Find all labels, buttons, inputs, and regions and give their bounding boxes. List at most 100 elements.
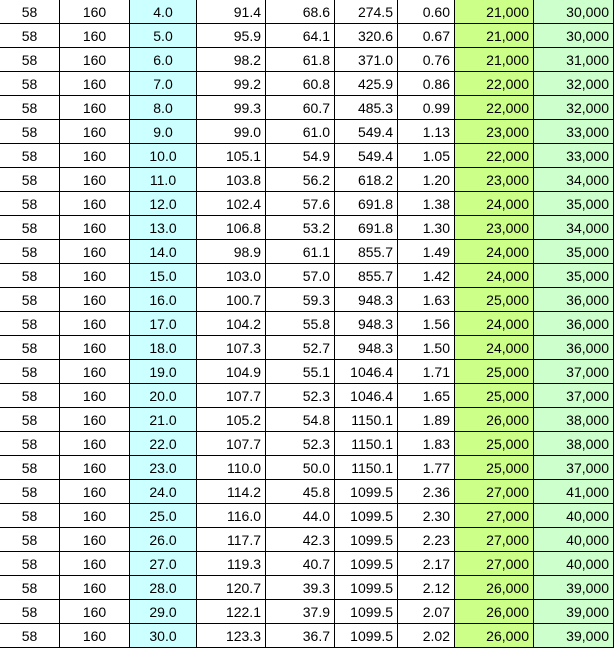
cell-col-5[interactable]: 50.0 bbox=[265, 455, 335, 480]
cell-col-2[interactable]: 160 bbox=[59, 143, 130, 168]
cell-col-6[interactable]: 1099.5 bbox=[334, 551, 398, 576]
cell-col-1[interactable]: 58 bbox=[0, 359, 60, 384]
cell-col-2[interactable]: 160 bbox=[59, 119, 130, 144]
cell-col-7[interactable]: 1.50 bbox=[397, 335, 455, 360]
cell-col-4[interactable]: 107.7 bbox=[196, 383, 266, 408]
cell-col-9[interactable]: 30,000 bbox=[533, 23, 614, 48]
cell-col-1[interactable]: 58 bbox=[0, 287, 60, 312]
cell-col-6[interactable]: 948.3 bbox=[334, 335, 398, 360]
cell-col-2[interactable]: 160 bbox=[59, 407, 130, 432]
cell-col-7[interactable]: 1.71 bbox=[397, 359, 455, 384]
cell-col-8[interactable]: 23,000 bbox=[454, 167, 534, 192]
cell-col-9[interactable]: 31,000 bbox=[533, 47, 614, 72]
cell-col-6[interactable]: 549.4 bbox=[334, 119, 398, 144]
cell-col-6[interactable]: 371.0 bbox=[334, 47, 398, 72]
cell-col-9[interactable]: 36,000 bbox=[533, 287, 614, 312]
cell-col-4[interactable]: 104.2 bbox=[196, 311, 266, 336]
cell-col-8[interactable]: 21,000 bbox=[454, 23, 534, 48]
cell-col-9[interactable]: 39,000 bbox=[533, 599, 614, 624]
cell-col-6[interactable]: 485.3 bbox=[334, 95, 398, 120]
cell-col-2[interactable]: 160 bbox=[59, 0, 130, 24]
cell-col-8[interactable]: 26,000 bbox=[454, 623, 534, 648]
cell-col-4[interactable]: 105.2 bbox=[196, 407, 266, 432]
cell-col-8[interactable]: 26,000 bbox=[454, 599, 534, 624]
cell-col-7[interactable]: 1.77 bbox=[397, 455, 455, 480]
cell-col-9[interactable]: 35,000 bbox=[533, 263, 614, 288]
cell-col-1[interactable]: 58 bbox=[0, 311, 60, 336]
cell-col-2[interactable]: 160 bbox=[59, 335, 130, 360]
cell-col-1[interactable]: 58 bbox=[0, 143, 60, 168]
cell-col-2[interactable]: 160 bbox=[59, 95, 130, 120]
cell-col-6[interactable]: 1099.5 bbox=[334, 479, 398, 504]
cell-col-5[interactable]: 55.1 bbox=[265, 359, 335, 384]
cell-col-5[interactable]: 44.0 bbox=[265, 503, 335, 528]
cell-col-8[interactable]: 27,000 bbox=[454, 527, 534, 552]
cell-col-4[interactable]: 119.3 bbox=[196, 551, 266, 576]
cell-col-6[interactable]: 274.5 bbox=[334, 0, 398, 24]
cell-col-4[interactable]: 105.1 bbox=[196, 143, 266, 168]
cell-col-4[interactable]: 117.7 bbox=[196, 527, 266, 552]
cell-col-9[interactable]: 41,000 bbox=[533, 479, 614, 504]
cell-col-4[interactable]: 99.0 bbox=[196, 119, 266, 144]
cell-col-6[interactable]: 1099.5 bbox=[334, 623, 398, 648]
cell-col-8[interactable]: 21,000 bbox=[454, 47, 534, 72]
cell-col-7[interactable]: 1.20 bbox=[397, 167, 455, 192]
cell-col-6[interactable]: 1150.1 bbox=[334, 431, 398, 456]
cell-col-2[interactable]: 160 bbox=[59, 239, 130, 264]
cell-col-8[interactable]: 27,000 bbox=[454, 503, 534, 528]
cell-col-3[interactable]: 27.0 bbox=[129, 551, 197, 576]
cell-col-1[interactable]: 58 bbox=[0, 527, 60, 552]
cell-col-3[interactable]: 16.0 bbox=[129, 287, 197, 312]
cell-col-7[interactable]: 1.05 bbox=[397, 143, 455, 168]
cell-col-6[interactable]: 1099.5 bbox=[334, 503, 398, 528]
cell-col-5[interactable]: 68.6 bbox=[265, 0, 335, 24]
cell-col-4[interactable]: 99.3 bbox=[196, 95, 266, 120]
cell-col-1[interactable]: 58 bbox=[0, 95, 60, 120]
cell-col-6[interactable]: 618.2 bbox=[334, 167, 398, 192]
cell-col-9[interactable]: 34,000 bbox=[533, 167, 614, 192]
cell-col-1[interactable]: 58 bbox=[0, 239, 60, 264]
cell-col-1[interactable]: 58 bbox=[0, 407, 60, 432]
cell-col-8[interactable]: 22,000 bbox=[454, 71, 534, 96]
cell-col-3[interactable]: 11.0 bbox=[129, 167, 197, 192]
cell-col-9[interactable]: 34,000 bbox=[533, 215, 614, 240]
cell-col-7[interactable]: 0.99 bbox=[397, 95, 455, 120]
cell-col-6[interactable]: 1099.5 bbox=[334, 575, 398, 600]
cell-col-9[interactable]: 37,000 bbox=[533, 383, 614, 408]
cell-col-3[interactable]: 30.0 bbox=[129, 623, 197, 648]
cell-col-8[interactable]: 22,000 bbox=[454, 143, 534, 168]
cell-col-3[interactable]: 8.0 bbox=[129, 95, 197, 120]
cell-col-7[interactable]: 1.89 bbox=[397, 407, 455, 432]
cell-col-9[interactable]: 36,000 bbox=[533, 311, 614, 336]
cell-col-3[interactable]: 23.0 bbox=[129, 455, 197, 480]
cell-col-4[interactable]: 100.7 bbox=[196, 287, 266, 312]
cell-col-4[interactable]: 107.7 bbox=[196, 431, 266, 456]
cell-col-2[interactable]: 160 bbox=[59, 551, 130, 576]
cell-col-6[interactable]: 855.7 bbox=[334, 239, 398, 264]
cell-col-8[interactable]: 25,000 bbox=[454, 383, 534, 408]
cell-col-5[interactable]: 53.2 bbox=[265, 215, 335, 240]
cell-col-6[interactable]: 1150.1 bbox=[334, 455, 398, 480]
cell-col-3[interactable]: 5.0 bbox=[129, 23, 197, 48]
cell-col-2[interactable]: 160 bbox=[59, 167, 130, 192]
cell-col-8[interactable]: 26,000 bbox=[454, 575, 534, 600]
cell-col-8[interactable]: 25,000 bbox=[454, 431, 534, 456]
cell-col-6[interactable]: 691.8 bbox=[334, 215, 398, 240]
cell-col-3[interactable]: 7.0 bbox=[129, 71, 197, 96]
cell-col-1[interactable]: 58 bbox=[0, 23, 60, 48]
cell-col-7[interactable]: 1.56 bbox=[397, 311, 455, 336]
cell-col-1[interactable]: 58 bbox=[0, 383, 60, 408]
cell-col-8[interactable]: 24,000 bbox=[454, 311, 534, 336]
cell-col-4[interactable]: 120.7 bbox=[196, 575, 266, 600]
cell-col-9[interactable]: 37,000 bbox=[533, 359, 614, 384]
cell-col-3[interactable]: 15.0 bbox=[129, 263, 197, 288]
cell-col-4[interactable]: 106.8 bbox=[196, 215, 266, 240]
cell-col-5[interactable]: 52.3 bbox=[265, 431, 335, 456]
cell-col-1[interactable]: 58 bbox=[0, 191, 60, 216]
cell-col-8[interactable]: 21,000 bbox=[454, 0, 534, 24]
cell-col-6[interactable]: 855.7 bbox=[334, 263, 398, 288]
cell-col-9[interactable]: 38,000 bbox=[533, 431, 614, 456]
cell-col-8[interactable]: 27,000 bbox=[454, 479, 534, 504]
cell-col-5[interactable]: 36.7 bbox=[265, 623, 335, 648]
cell-col-7[interactable]: 1.13 bbox=[397, 119, 455, 144]
